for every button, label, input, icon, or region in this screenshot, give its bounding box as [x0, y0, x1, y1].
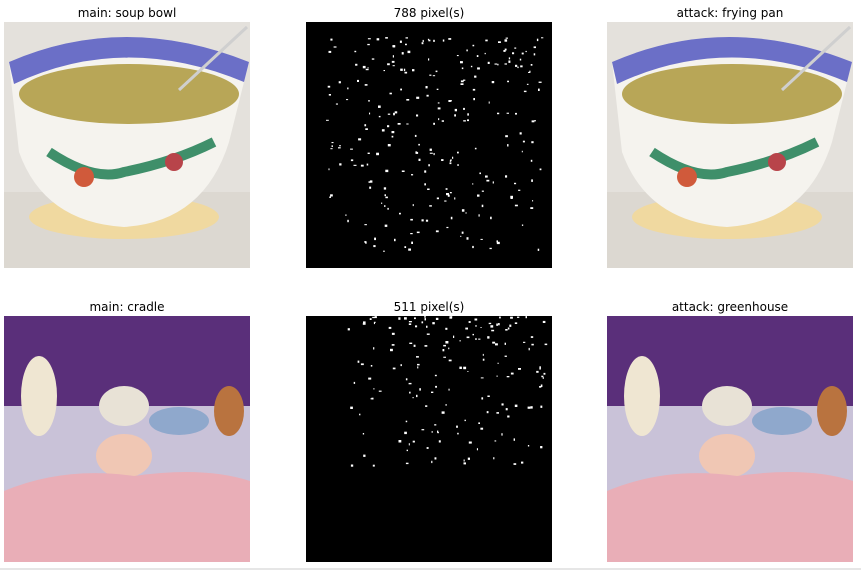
panel-main-row2: main: cradle [4, 298, 250, 562]
panel-title: main: soup bowl [77, 6, 177, 20]
panel-attack-row2: attack: greenhouse [607, 298, 853, 562]
soup-bowl-image [4, 22, 250, 268]
panel-mask-row2: 511 pixel(s) [306, 298, 552, 562]
cradle-perturbed-image [607, 316, 853, 562]
perturbation-mask-image [306, 22, 552, 268]
perturbation-mask-image [306, 316, 552, 562]
panel-title: 788 pixel(s) [393, 6, 465, 20]
bottom-divider [0, 568, 861, 570]
panel-attack-row1: attack: frying pan [607, 4, 853, 268]
panel-title: 511 pixel(s) [393, 300, 465, 314]
panel-mask-row1: 788 pixel(s) [306, 4, 552, 268]
cradle-image [4, 316, 250, 562]
panel-title: attack: greenhouse [671, 300, 789, 314]
soup-bowl-perturbed-image [607, 22, 853, 268]
panel-main-row1: main: soup bowl [4, 4, 250, 268]
panel-title: main: cradle [89, 300, 165, 314]
panel-title: attack: frying pan [676, 6, 784, 20]
